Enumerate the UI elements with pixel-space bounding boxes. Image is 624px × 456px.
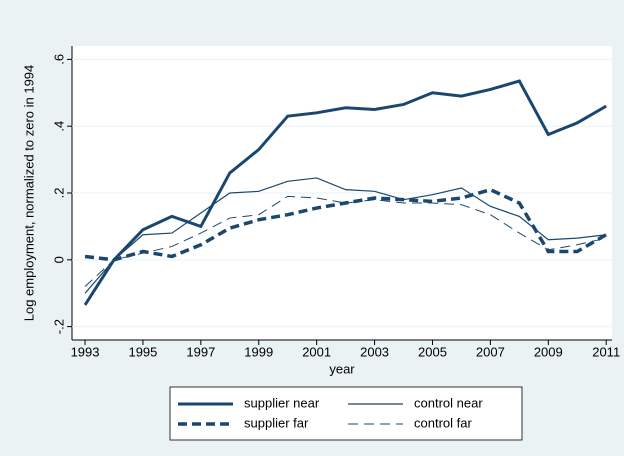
series-line [84, 195, 607, 287]
x-tick-label: 2011 [592, 344, 620, 359]
x-tick-label: 1997 [186, 344, 215, 359]
legend-label: control far [414, 415, 472, 430]
legend-label: supplier far [244, 415, 309, 430]
series-line [83, 79, 607, 306]
y-axis-title: Log employment, normalized to zero in 19… [21, 65, 36, 322]
legend-label: control near [414, 395, 483, 410]
y-tick-label: .4 [51, 121, 66, 132]
legend-label: supplier near [244, 395, 320, 410]
y-tick-label: .2 [51, 188, 66, 199]
x-tick-label: 2009 [534, 344, 563, 359]
x-tick-label: 1993 [71, 344, 100, 359]
x-axis-title: year [329, 361, 355, 376]
legend [169, 386, 523, 441]
y-tick-label: 0 [51, 256, 66, 263]
x-tick-label: 2001 [302, 344, 331, 359]
series-line [84, 187, 608, 262]
x-tick-label: 1995 [128, 344, 157, 359]
x-tick-label: 2007 [476, 344, 505, 359]
x-tick-label: 1999 [244, 344, 273, 359]
y-tick-label: .6 [51, 54, 66, 65]
x-tick-label: 2003 [360, 344, 389, 359]
y-tick-label: -.2 [51, 319, 66, 334]
series-line [84, 177, 607, 294]
x-tick-label: 2005 [418, 344, 447, 359]
